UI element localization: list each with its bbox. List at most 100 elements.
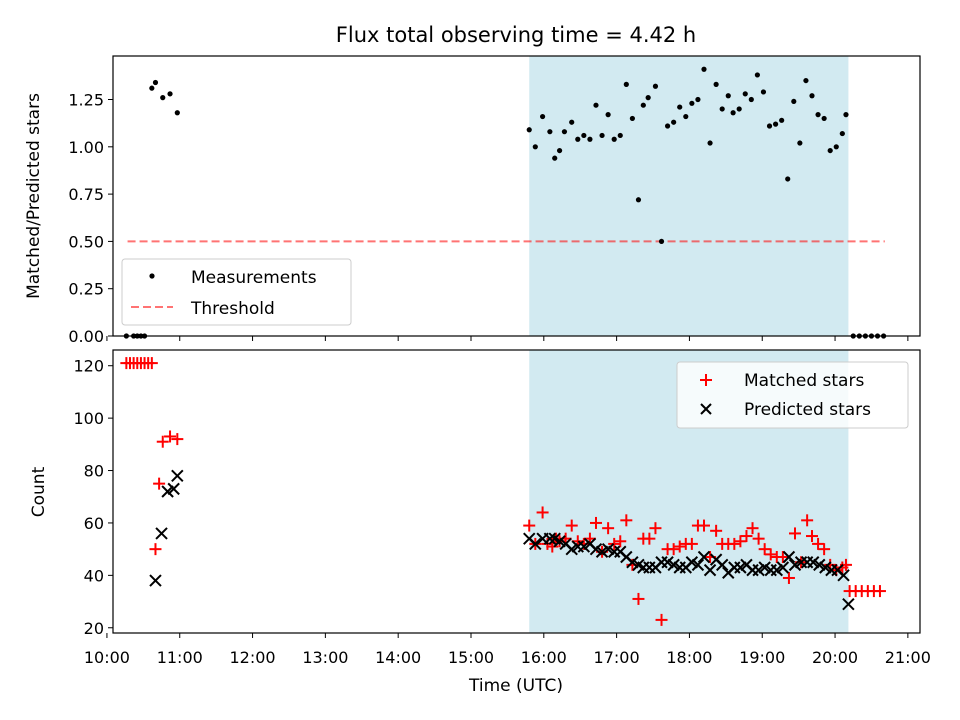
top-plot-frame xyxy=(112,55,921,337)
matched-star-point xyxy=(145,357,158,370)
top-ytick-label: 0.75 xyxy=(68,185,104,204)
measurement-point xyxy=(730,110,736,116)
bottom-ytick-label: 80 xyxy=(84,462,104,481)
predicted-star-point xyxy=(171,469,184,482)
top-legend-box xyxy=(121,258,352,326)
top-ytick-label: 0.50 xyxy=(68,232,104,251)
matched-star-point xyxy=(649,522,662,535)
bottom-ytick-label: 40 xyxy=(84,566,104,585)
measurement-point xyxy=(713,81,719,87)
bottom-y-axis-label: Count xyxy=(29,466,49,517)
bottom-panel: 20 40 60 80 100 120 10:00 11:00 12:00 13:00 14:00… xyxy=(29,349,931,696)
matched-star-point xyxy=(565,519,578,532)
measurement-point xyxy=(683,113,689,120)
measurement-point xyxy=(587,136,593,142)
measurement-point xyxy=(736,106,742,112)
matched-star-point xyxy=(740,530,753,543)
bottom-plot-frame xyxy=(112,349,921,634)
matched-star-point xyxy=(812,537,825,550)
predicted-star-point xyxy=(837,569,850,582)
measurement-point xyxy=(575,136,581,142)
measurement-point xyxy=(552,155,558,161)
predicted-star-point xyxy=(529,537,542,551)
bottom-ytick-label: 100 xyxy=(73,409,104,428)
xtick-label: 15:00 xyxy=(448,648,494,667)
measurement-point xyxy=(532,144,538,150)
measurement-point xyxy=(569,119,575,125)
matched-star-point xyxy=(758,543,771,556)
legend-measurements-label: Measurements xyxy=(191,268,317,288)
measurement-point xyxy=(821,115,827,122)
predicted-star-point xyxy=(697,550,711,564)
measurement-point xyxy=(640,102,646,108)
matched-star-point xyxy=(805,530,818,543)
measurement-point xyxy=(635,197,642,203)
top-ytick-label: 1.25 xyxy=(68,91,104,110)
matched-star-point xyxy=(734,535,747,548)
matched-star-point xyxy=(697,519,710,532)
measurement-point xyxy=(707,140,713,146)
matched-star-point xyxy=(764,548,777,561)
measurement-point xyxy=(809,93,815,99)
matched-star-point xyxy=(156,435,169,448)
measurement-point xyxy=(664,123,671,129)
measurement-point xyxy=(779,117,785,123)
measurement-point xyxy=(581,132,587,139)
top-ytick-label: 0.25 xyxy=(68,280,104,299)
measurement-point xyxy=(719,106,725,112)
top-y-axis-label: Matched/Predicted stars xyxy=(24,93,44,299)
predicted-star-point xyxy=(691,558,705,572)
x-axis-label: Time (UTC) xyxy=(468,676,563,696)
measurement-point xyxy=(547,129,553,135)
legend-predicted-marker xyxy=(700,403,712,415)
measurement-point xyxy=(160,95,166,101)
matched-star-point xyxy=(171,433,184,446)
measurement-point xyxy=(754,72,760,78)
top-legend: Measurements Threshold xyxy=(121,258,352,326)
xtick-label: 12:00 xyxy=(230,648,276,667)
predicted-star-point xyxy=(782,550,796,564)
xtick-label: 16:00 xyxy=(521,648,567,667)
matched-star-point xyxy=(632,592,645,605)
measurement-point xyxy=(785,176,791,182)
top-ytick-label: 0.00 xyxy=(68,327,104,346)
measurement-point xyxy=(539,113,546,120)
chart-title: Flux total observing time = 4.42 h xyxy=(336,23,696,47)
matched-star-point xyxy=(746,522,759,535)
matched-star-point xyxy=(546,540,559,553)
matched-star-point xyxy=(685,537,698,550)
measurement-point xyxy=(748,96,754,103)
measurement-point xyxy=(803,77,809,84)
xtick-label: 10:00 xyxy=(84,648,130,667)
bottom-ytick-label: 60 xyxy=(84,514,104,533)
matched-star-point xyxy=(782,571,795,584)
xtick-label: 17:00 xyxy=(594,648,640,667)
top-ytick-label: 1.00 xyxy=(68,138,104,157)
measurement-point xyxy=(629,115,635,122)
measurement-point xyxy=(695,96,701,103)
measurement-point xyxy=(149,85,155,91)
measurement-point xyxy=(689,100,695,106)
measurement-point xyxy=(526,127,532,133)
matched-star-point xyxy=(153,477,166,490)
xtick-label: 13:00 xyxy=(302,648,348,667)
measurement-point xyxy=(617,132,623,139)
matched-star-point xyxy=(523,519,536,532)
measurement-point xyxy=(167,91,173,97)
bottom-legend-box xyxy=(676,361,909,429)
predicted-star-point xyxy=(703,563,717,577)
legend-measurements-marker xyxy=(149,273,155,279)
matched-star-point xyxy=(776,551,789,564)
predicted-star-point xyxy=(715,558,729,572)
predicted-star-point xyxy=(776,561,790,574)
matched-star-point xyxy=(164,430,177,443)
measurement-point xyxy=(599,132,605,139)
measurement-point xyxy=(556,147,563,154)
measurement-point xyxy=(760,89,767,95)
matched-star-point xyxy=(710,524,723,537)
matched-star-point xyxy=(752,532,765,545)
matched-star-point xyxy=(602,522,615,535)
predicted-star-point xyxy=(155,527,168,540)
measurement-point xyxy=(611,136,617,142)
